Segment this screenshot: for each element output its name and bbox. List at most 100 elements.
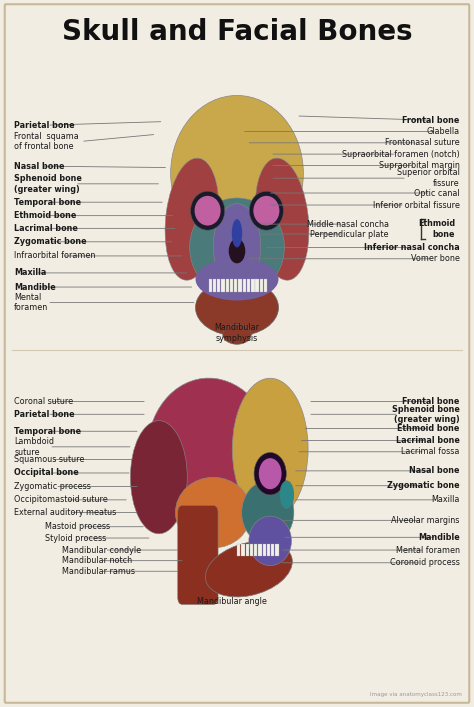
Text: Middle nasal concha: Middle nasal concha bbox=[307, 220, 389, 228]
Bar bbox=[254, 544, 257, 556]
Text: Mandible: Mandible bbox=[14, 283, 56, 291]
Text: Temporal bone: Temporal bone bbox=[14, 427, 82, 436]
Text: Occipitomastoid suture: Occipitomastoid suture bbox=[14, 496, 108, 504]
Text: Styloid process: Styloid process bbox=[45, 534, 106, 542]
Ellipse shape bbox=[195, 258, 279, 300]
Text: Zygomatic process: Zygomatic process bbox=[14, 482, 91, 491]
Text: Optic canal: Optic canal bbox=[414, 189, 460, 197]
Text: Perpendicular plate: Perpendicular plate bbox=[310, 230, 389, 238]
Ellipse shape bbox=[255, 158, 309, 280]
Text: Lambdoid
suture: Lambdoid suture bbox=[14, 437, 54, 457]
Bar bbox=[213, 279, 216, 292]
Text: Supraorbital margin: Supraorbital margin bbox=[379, 161, 460, 170]
Text: Mandibular ramus: Mandibular ramus bbox=[62, 567, 135, 575]
Text: Nasal bone: Nasal bone bbox=[14, 162, 65, 170]
Ellipse shape bbox=[171, 95, 303, 251]
Text: Superior orbital
fissure: Superior orbital fissure bbox=[397, 168, 460, 188]
Text: Mandibular angle: Mandibular angle bbox=[197, 597, 267, 607]
Text: Zygomatic bone: Zygomatic bone bbox=[14, 238, 87, 246]
Text: Mandibular notch: Mandibular notch bbox=[62, 556, 132, 565]
Bar bbox=[271, 544, 274, 556]
Text: Alveolar margins: Alveolar margins bbox=[392, 516, 460, 525]
Bar bbox=[263, 544, 266, 556]
Bar bbox=[226, 279, 229, 292]
Text: Occipital bone: Occipital bone bbox=[14, 469, 79, 477]
Text: Coronal suture: Coronal suture bbox=[14, 397, 73, 406]
Ellipse shape bbox=[259, 458, 282, 489]
Ellipse shape bbox=[205, 542, 292, 597]
Text: Mandible: Mandible bbox=[418, 533, 460, 542]
Bar bbox=[246, 544, 249, 556]
Ellipse shape bbox=[232, 378, 308, 520]
Text: Vomer bone: Vomer bone bbox=[411, 255, 460, 263]
Ellipse shape bbox=[190, 198, 284, 297]
Bar bbox=[209, 279, 212, 292]
Ellipse shape bbox=[130, 421, 187, 534]
Bar bbox=[250, 544, 253, 556]
Bar bbox=[234, 279, 237, 292]
Text: Glabella: Glabella bbox=[427, 127, 460, 136]
Bar bbox=[260, 279, 263, 292]
Bar bbox=[258, 544, 262, 556]
Text: Coronoid process: Coronoid process bbox=[390, 559, 460, 567]
Text: Maxilla: Maxilla bbox=[14, 269, 46, 277]
FancyBboxPatch shape bbox=[5, 4, 469, 703]
Bar bbox=[217, 279, 220, 292]
Text: Supraorbital foramen (notch): Supraorbital foramen (notch) bbox=[342, 150, 460, 158]
Text: Infraorbital foramen: Infraorbital foramen bbox=[14, 252, 96, 260]
Bar bbox=[241, 544, 245, 556]
Ellipse shape bbox=[228, 238, 246, 264]
Bar bbox=[264, 279, 267, 292]
Text: Lacrimal bone: Lacrimal bone bbox=[14, 224, 78, 233]
Text: Ethmoid bone: Ethmoid bone bbox=[397, 424, 460, 433]
Ellipse shape bbox=[249, 192, 283, 230]
Bar bbox=[238, 279, 242, 292]
Text: Parietal bone: Parietal bone bbox=[14, 410, 75, 419]
Text: Squamous suture: Squamous suture bbox=[14, 455, 84, 464]
Text: Mental
foramen: Mental foramen bbox=[14, 293, 48, 312]
Text: Maxilla: Maxilla bbox=[431, 496, 460, 504]
Text: Sphenoid bone
(greater wing): Sphenoid bone (greater wing) bbox=[14, 174, 82, 194]
Bar bbox=[247, 279, 250, 292]
Ellipse shape bbox=[242, 481, 294, 544]
Text: Lacrimal fossa: Lacrimal fossa bbox=[401, 448, 460, 456]
Text: Nasal bone: Nasal bone bbox=[409, 467, 460, 475]
Bar bbox=[237, 544, 240, 556]
Ellipse shape bbox=[195, 279, 279, 336]
Ellipse shape bbox=[191, 192, 225, 230]
Text: Frontonasal suture: Frontonasal suture bbox=[385, 139, 460, 147]
Bar bbox=[275, 544, 279, 556]
Ellipse shape bbox=[213, 204, 261, 288]
Text: Mastoid process: Mastoid process bbox=[45, 522, 110, 531]
Text: Mental foramen: Mental foramen bbox=[396, 546, 460, 554]
Text: Skull and Facial Bones: Skull and Facial Bones bbox=[62, 18, 412, 46]
Ellipse shape bbox=[194, 196, 220, 226]
Bar bbox=[243, 279, 246, 292]
Ellipse shape bbox=[165, 158, 219, 280]
Text: Frontal bone: Frontal bone bbox=[402, 397, 460, 406]
Ellipse shape bbox=[223, 325, 251, 344]
Ellipse shape bbox=[280, 481, 294, 509]
Text: Sphenoid bone
(greater wing): Sphenoid bone (greater wing) bbox=[392, 404, 460, 424]
Bar bbox=[267, 544, 270, 556]
Text: Inferior orbital fissure: Inferior orbital fissure bbox=[373, 201, 460, 209]
Ellipse shape bbox=[147, 378, 275, 534]
Ellipse shape bbox=[254, 196, 280, 226]
Text: Mandibular condyle: Mandibular condyle bbox=[62, 546, 141, 554]
Ellipse shape bbox=[249, 516, 292, 566]
Bar bbox=[255, 279, 259, 292]
Text: Ethmoid
bone: Ethmoid bone bbox=[418, 219, 455, 239]
Text: Inferior nasal concha: Inferior nasal concha bbox=[364, 243, 460, 252]
Bar bbox=[251, 279, 255, 292]
Bar bbox=[230, 279, 233, 292]
Text: Mandibular
symphysis: Mandibular symphysis bbox=[215, 323, 259, 343]
Text: Image via anatomyclass123.com: Image via anatomyclass123.com bbox=[370, 692, 462, 697]
Ellipse shape bbox=[175, 477, 251, 548]
Text: Zygomatic bone: Zygomatic bone bbox=[387, 481, 460, 490]
FancyBboxPatch shape bbox=[178, 506, 218, 604]
Text: Ethmoid bone: Ethmoid bone bbox=[14, 211, 77, 220]
Text: Parietal bone: Parietal bone bbox=[14, 121, 75, 129]
Text: Temporal bone: Temporal bone bbox=[14, 198, 82, 206]
Text: Frontal bone: Frontal bone bbox=[402, 116, 460, 124]
Ellipse shape bbox=[254, 452, 286, 495]
